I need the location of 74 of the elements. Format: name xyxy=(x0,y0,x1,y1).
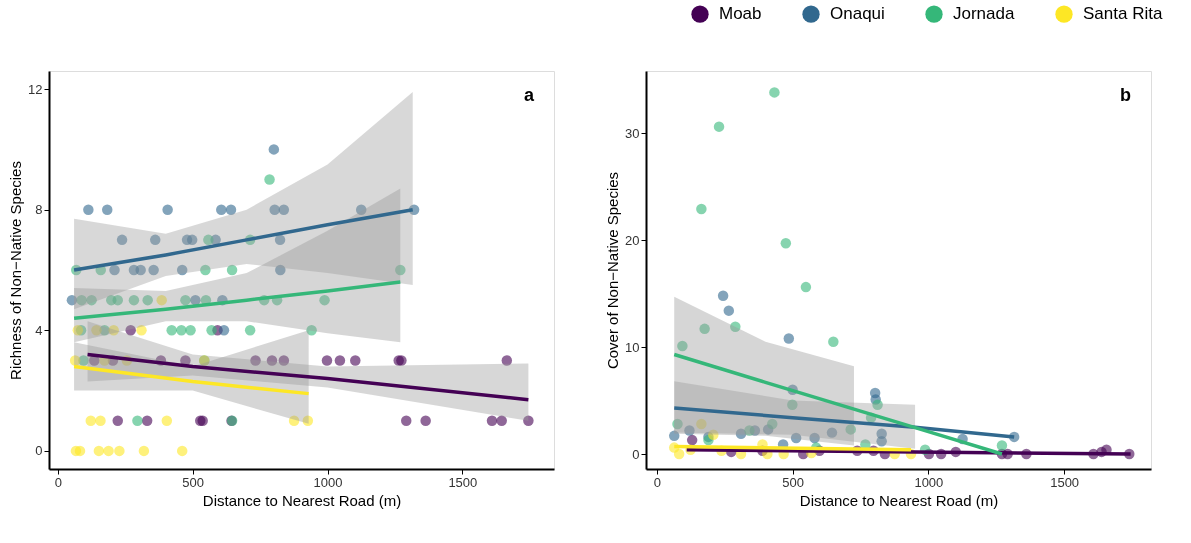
x-tick-label: 1000 xyxy=(914,474,944,490)
y-tick-label: 0 xyxy=(632,446,640,462)
point xyxy=(244,325,256,336)
point xyxy=(723,305,735,316)
point xyxy=(112,415,123,426)
point xyxy=(132,415,143,426)
point xyxy=(334,355,346,366)
point xyxy=(185,325,196,336)
point xyxy=(321,355,333,366)
point xyxy=(769,87,780,98)
point xyxy=(161,415,173,426)
point xyxy=(141,415,153,426)
point xyxy=(162,204,173,215)
x-tick-label: 500 xyxy=(782,474,804,490)
point xyxy=(420,415,431,426)
point xyxy=(226,264,238,276)
line-series xyxy=(85,352,531,402)
y-tick-label: 10 xyxy=(625,339,640,355)
x-tick-label: 1000 xyxy=(313,474,343,490)
point xyxy=(264,174,275,185)
x-axis-title: Distance to Nearest Road (m) xyxy=(202,491,402,509)
point xyxy=(176,445,188,457)
y-tick-label: 0 xyxy=(35,443,43,459)
point xyxy=(800,281,812,293)
point xyxy=(166,325,177,336)
point xyxy=(673,448,685,460)
y-tick-label: 20 xyxy=(625,232,640,248)
point xyxy=(268,144,280,155)
point xyxy=(216,204,227,215)
point xyxy=(401,415,412,426)
point xyxy=(85,415,97,426)
point xyxy=(996,440,1008,451)
point xyxy=(828,336,839,347)
legend-label: Onaqui xyxy=(830,4,885,24)
x-tick-label: 1500 xyxy=(1050,474,1080,490)
point xyxy=(103,445,114,457)
x-tick-label: 0 xyxy=(653,474,661,490)
point xyxy=(225,204,237,215)
point xyxy=(74,445,86,457)
y-axis-title: Cover of Non−Native Species xyxy=(604,171,622,370)
y-tick-label: 12 xyxy=(28,81,43,97)
legend-label: Moab xyxy=(719,4,762,24)
y-axis-title: Richness of Non−Native Species xyxy=(7,161,25,380)
point xyxy=(780,238,792,249)
point xyxy=(93,445,105,457)
line-series xyxy=(72,280,403,320)
x-tick-label: 0 xyxy=(54,474,63,490)
x-axis-title: Distance to Nearest Road (m) xyxy=(799,491,999,509)
point xyxy=(101,204,113,215)
y-tick-label: 30 xyxy=(625,125,640,141)
point xyxy=(114,445,125,457)
point xyxy=(486,415,498,426)
point xyxy=(501,355,513,366)
annotation: a xyxy=(523,85,535,105)
point xyxy=(350,355,361,366)
point xyxy=(176,325,187,336)
point xyxy=(496,415,507,426)
x-tick-label: 1500 xyxy=(448,474,478,490)
point xyxy=(206,325,217,336)
annotation: b xyxy=(1120,85,1131,105)
point xyxy=(218,325,230,336)
y-tick-label: 4 xyxy=(35,322,43,338)
y-tick-label: 8 xyxy=(35,202,43,218)
legend-label: Santa Rita xyxy=(1083,4,1163,24)
point xyxy=(83,204,94,215)
point xyxy=(138,445,150,457)
point xyxy=(95,415,106,426)
point xyxy=(696,203,707,215)
point xyxy=(783,333,795,344)
point xyxy=(717,290,729,301)
legend-label: Jornada xyxy=(953,4,1015,24)
x-tick-label: 500 xyxy=(182,474,205,490)
point xyxy=(686,434,698,446)
point xyxy=(713,121,725,132)
